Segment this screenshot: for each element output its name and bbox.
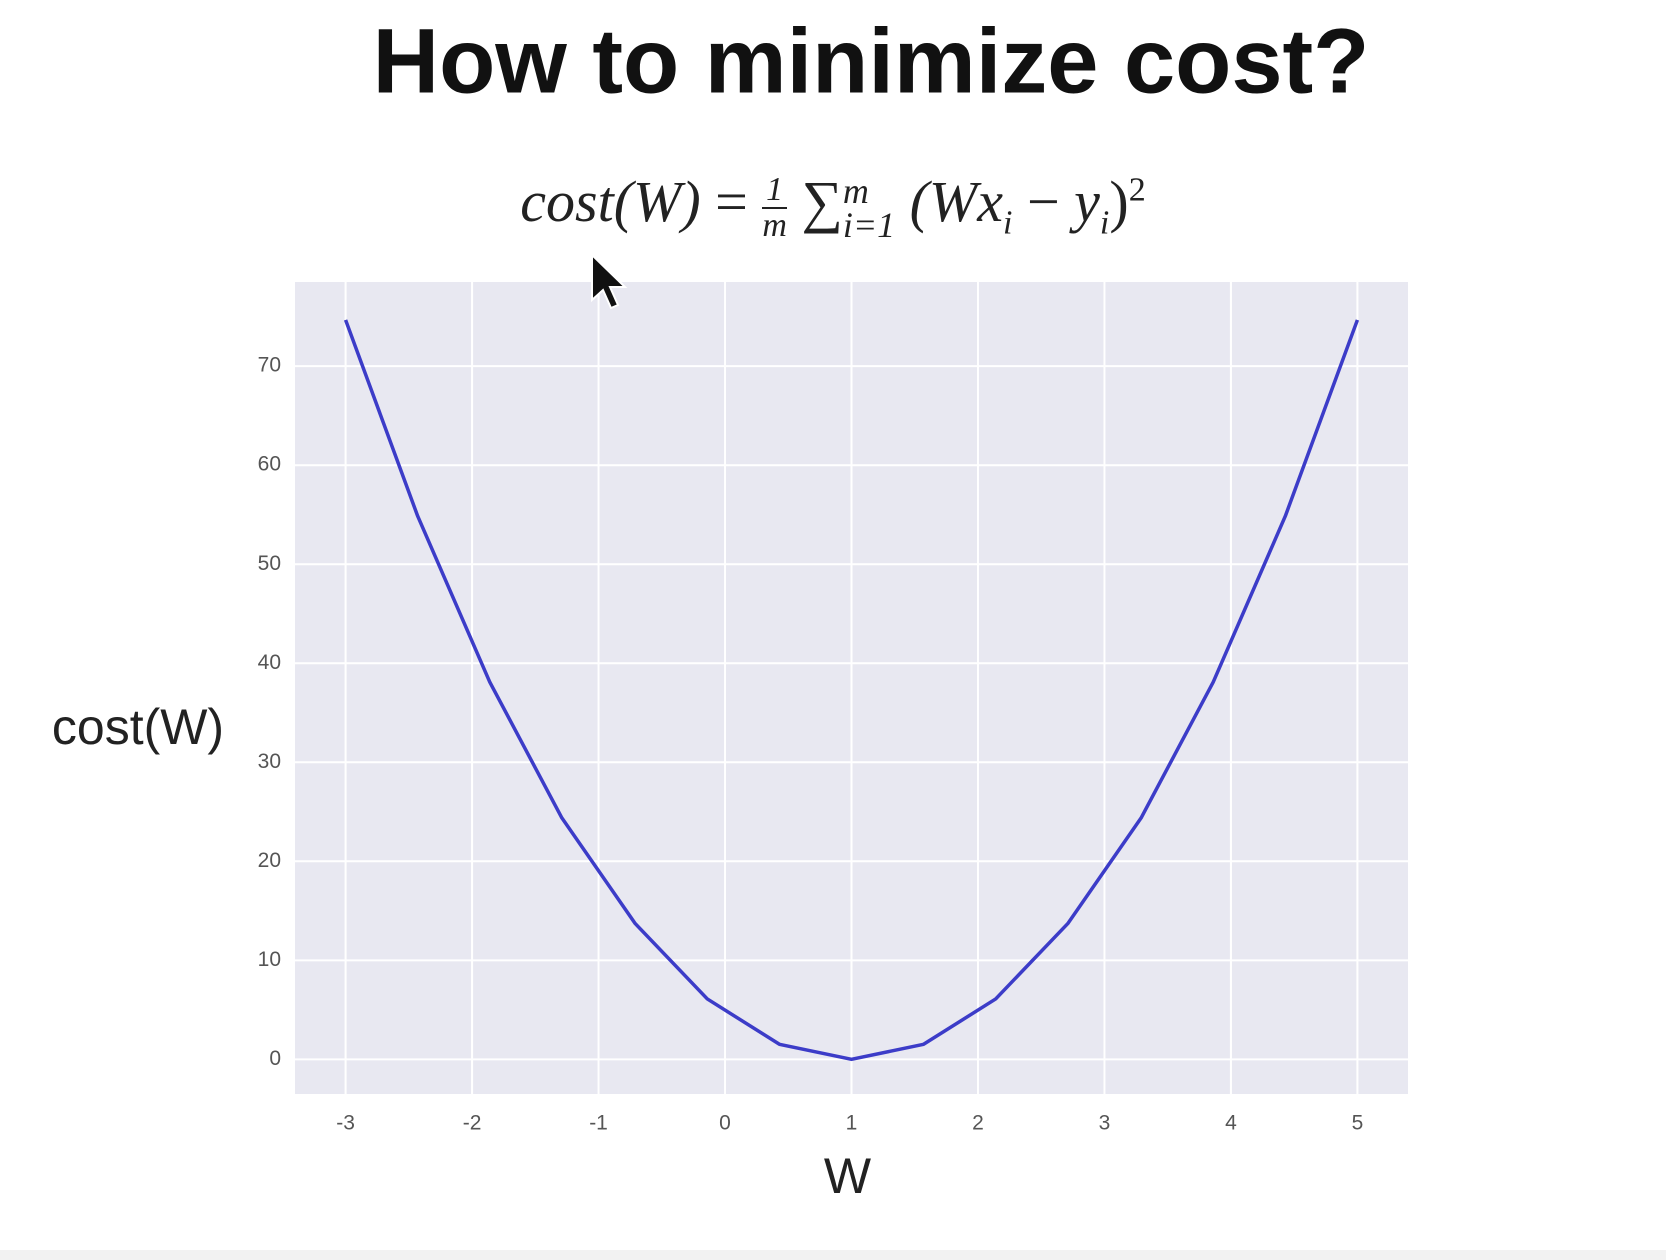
- x-tick-label: -1: [589, 1112, 608, 1135]
- y-tick-label: 0: [269, 1047, 281, 1070]
- upper-limit: m: [842, 170, 869, 211]
- sum-sign: ∑: [801, 169, 843, 234]
- bottom-band: [0, 1250, 1666, 1260]
- formula-equals: =: [715, 169, 748, 234]
- sum-limits: m i=1: [842, 170, 896, 245]
- formula-power: 2: [1128, 171, 1146, 209]
- y-tick-label: 60: [258, 453, 281, 476]
- x-tick-label: 3: [1099, 1112, 1111, 1135]
- x-tick-label: 5: [1352, 1112, 1364, 1135]
- formula-minus: −: [1026, 169, 1060, 234]
- formula-term: (Wx: [909, 169, 1003, 234]
- formula-sub: i: [1099, 204, 1110, 242]
- y-tick-label: 70: [258, 354, 281, 377]
- y-tick-label: 40: [258, 651, 281, 674]
- x-tick-label: -2: [463, 1112, 482, 1135]
- formula-lhs: cost(W): [520, 169, 701, 234]
- x-axis-label: W: [824, 1148, 872, 1204]
- slide-title: How to minimize cost?: [373, 10, 1370, 112]
- x-tick-label: 4: [1225, 1112, 1237, 1135]
- x-tick-label: 1: [846, 1112, 858, 1135]
- y-tick-label: 20: [258, 849, 281, 872]
- x-tick-label: 2: [972, 1112, 984, 1135]
- numerator: 1: [762, 172, 787, 209]
- y-tick-label: 10: [258, 948, 281, 971]
- formula-close: ): [1109, 169, 1129, 234]
- y-tick-label: 50: [258, 552, 281, 575]
- formula-term: y: [1074, 169, 1100, 234]
- denominator: m: [762, 206, 787, 244]
- x-tick-label: 0: [719, 1112, 731, 1135]
- cost-curve: [343, 319, 1360, 1062]
- y-tick-label: 30: [258, 750, 281, 773]
- x-tick-label: -3: [336, 1112, 355, 1135]
- lower-limit: i=1: [842, 204, 896, 245]
- y-axis-label: cost(W): [52, 699, 224, 755]
- formula-sub: i: [1002, 204, 1013, 242]
